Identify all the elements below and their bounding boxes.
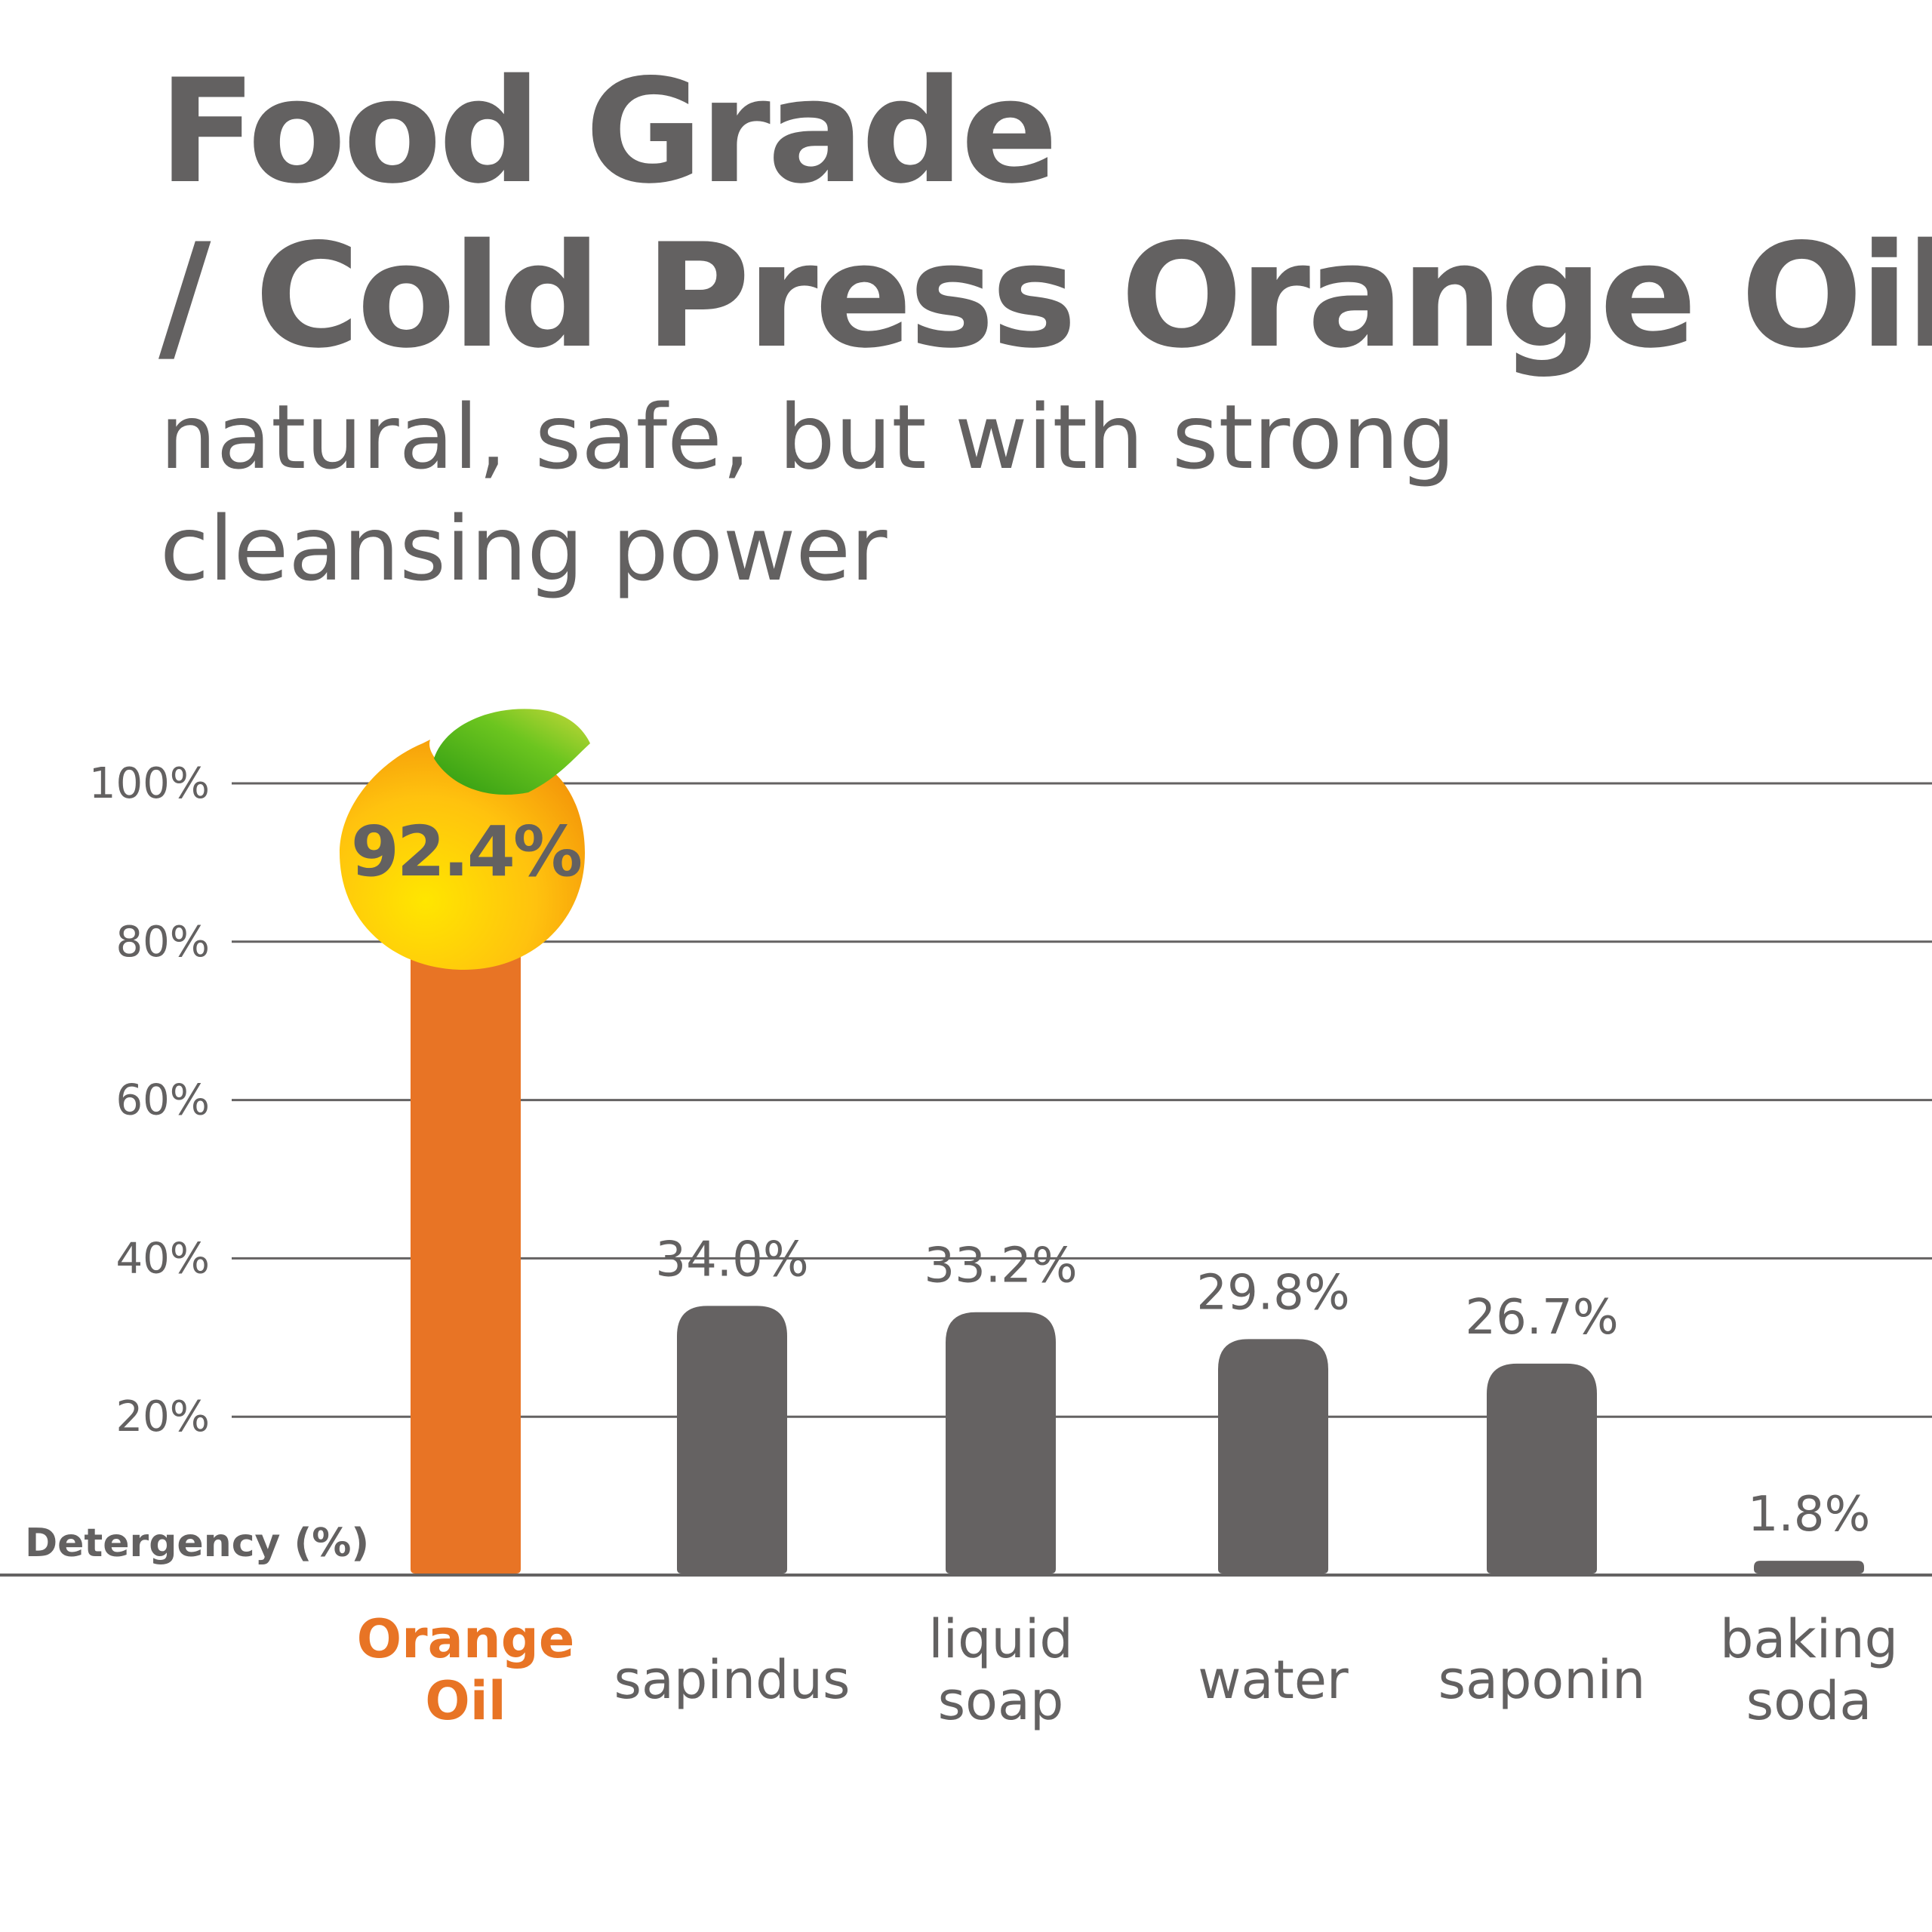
y-tick-label: 100% [89,759,210,808]
subtitle-line-2: cleansing power [160,497,888,601]
value-label: 1.8% [1748,1487,1871,1543]
title-line-2: / Cold Press Orange Oil [158,213,1932,380]
leaf-icon [434,709,590,795]
subtitle-line-1: natural, safe, but with strong [160,385,1456,489]
category-label: saponin [1438,1649,1646,1711]
category-label: baking [1720,1608,1898,1670]
bar [677,1306,787,1574]
value-label: 33.2% [924,1238,1077,1294]
value-label: 29.8% [1196,1265,1349,1321]
y-tick-label: 60% [116,1076,210,1125]
value-label: 92.4% [351,811,581,892]
bar [946,1312,1056,1574]
category-label: Orange [357,1608,575,1670]
value-label: 34.0% [655,1232,808,1287]
bar-orange-oil [411,843,521,1574]
title-line-1: Food Grade [158,48,1058,215]
category-label: water [1198,1649,1349,1711]
category-label: soap [938,1670,1064,1732]
orange-fruit-icon [340,709,590,970]
bar [1754,1561,1864,1574]
bar [1487,1363,1597,1574]
y-tick-label: 20% [116,1392,210,1441]
category-label: Oil [425,1670,506,1732]
y-tick-label: 80% [116,918,210,967]
y-tick-label: 40% [116,1234,210,1283]
orange-fruit-shape [340,740,585,970]
y-axis-label: Detergency (%) [25,1521,369,1566]
category-label: liquid [928,1608,1073,1670]
bar [1218,1339,1328,1574]
value-label: 26.7% [1465,1290,1618,1346]
category-label: soda [1746,1670,1872,1732]
category-label: sapindus [614,1649,851,1711]
